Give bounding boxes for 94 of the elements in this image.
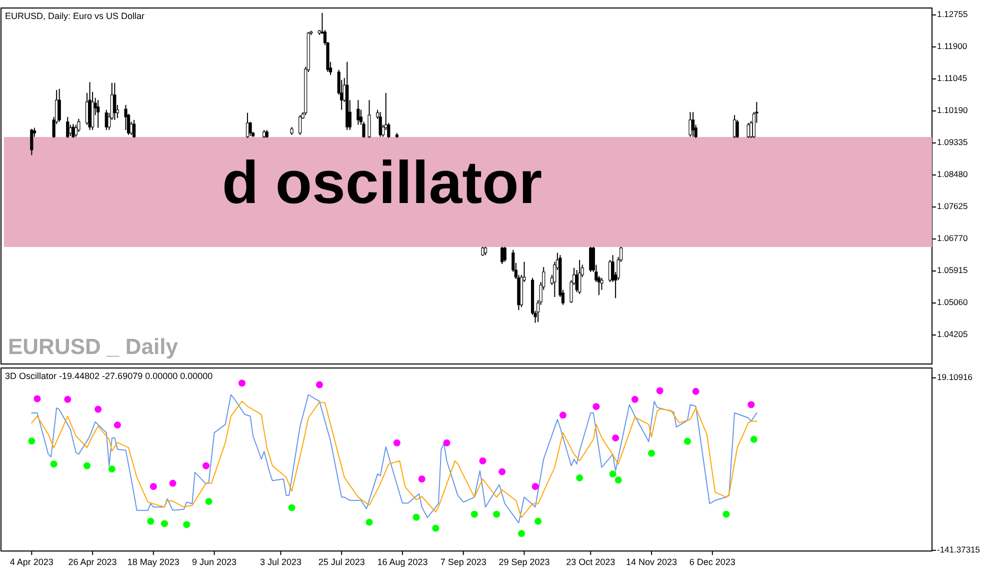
point <box>114 422 121 429</box>
x-tick-label: 7 Sep 2023 <box>440 557 486 567</box>
candlestick <box>356 100 360 126</box>
y-tick-label: 1.10190 <box>937 105 968 116</box>
y-tick-label: 1.07625 <box>937 201 968 212</box>
y-tick-label: 1.05060 <box>937 297 968 308</box>
candlestick <box>368 100 371 138</box>
point <box>238 380 246 387</box>
x-tick-label: 4 Apr 2023 <box>10 557 54 567</box>
point <box>479 457 486 464</box>
x-tick-label: 14 Nov 2023 <box>626 557 678 567</box>
point <box>443 439 450 446</box>
chart-title: 3D Oscillator -19.44802 -27.69079 0.00000 0.00000 <box>5 371 213 381</box>
y-tick-label: -141.37315 <box>937 544 980 555</box>
point <box>576 474 584 482</box>
candlestick <box>58 88 61 122</box>
x-tick-label: 26 Apr 2023 <box>68 557 117 567</box>
y-tick-label: 1.09335 <box>937 137 968 148</box>
x-tick-label: 29 Sep 2023 <box>498 557 550 567</box>
candlestick <box>688 112 692 138</box>
point <box>108 466 116 473</box>
point <box>748 401 755 408</box>
point <box>592 403 600 410</box>
candlestick <box>378 112 382 138</box>
candlestick <box>124 104 128 131</box>
point <box>160 520 168 528</box>
point <box>202 462 210 470</box>
point <box>493 510 500 518</box>
candlestick <box>578 259 582 294</box>
point <box>614 476 622 484</box>
point <box>534 518 542 525</box>
chart-title: EURUSD, Daily: Euro vs US Dollar <box>5 11 145 21</box>
x-tick-label: 23 Oct 2023 <box>566 557 616 567</box>
candlestick <box>503 246 506 262</box>
y-tick-label: 19.10916 <box>937 372 973 382</box>
point <box>722 510 730 518</box>
point <box>498 468 506 476</box>
x-tick-label: 16 Aug 2023 <box>377 557 428 567</box>
y-tick-label: 1.11900 <box>937 41 968 52</box>
annotation: d oscillator <box>222 149 542 216</box>
candlestick <box>500 246 504 265</box>
point <box>418 476 426 483</box>
y-tick-label: 1.12755 <box>937 9 968 20</box>
point <box>366 518 373 526</box>
x-tick-label: 9 Jun 2023 <box>192 557 237 567</box>
point <box>559 412 566 419</box>
point <box>169 480 176 487</box>
point <box>393 439 400 446</box>
point <box>205 498 212 505</box>
x-tick-label: 25 Jul 2023 <box>318 557 365 567</box>
annotation: EURUSD _ Daily <box>8 334 179 359</box>
point <box>612 434 620 442</box>
y-tick-label: 1.04205 <box>937 329 968 340</box>
point <box>84 462 91 470</box>
candlestick <box>132 119 136 138</box>
point <box>147 518 154 525</box>
point <box>518 530 525 537</box>
candlestick <box>248 121 252 137</box>
point <box>64 396 72 403</box>
point <box>94 406 102 413</box>
point <box>150 483 157 490</box>
point <box>532 483 539 490</box>
candlestick <box>298 114 302 136</box>
point <box>288 504 296 512</box>
point <box>684 438 691 445</box>
y-tick-label: 1.05915 <box>937 265 968 276</box>
point <box>470 510 478 518</box>
point <box>412 514 420 521</box>
y-tick-label: 1.11045 <box>937 73 968 84</box>
point <box>34 395 41 402</box>
candlestick <box>113 82 116 120</box>
point <box>183 521 190 528</box>
y-tick-label: 1.08480 <box>937 169 968 180</box>
x-tick-label: 18 May 2023 <box>127 557 180 567</box>
point <box>631 396 638 403</box>
point <box>50 460 58 468</box>
candlestick <box>691 112 695 138</box>
point <box>750 436 758 443</box>
point <box>28 437 36 444</box>
x-tick-label: 6 Dec 2023 <box>689 557 736 567</box>
point <box>609 470 616 478</box>
candlestick <box>96 100 100 128</box>
point <box>432 524 440 532</box>
candlestick <box>589 246 592 272</box>
candlestick <box>66 116 70 138</box>
x-tick-label: 3 Jul 2023 <box>260 557 302 567</box>
point <box>656 387 664 394</box>
point <box>692 388 700 395</box>
point <box>648 450 656 457</box>
candlestick <box>736 119 739 138</box>
candlestick <box>30 128 34 156</box>
y-tick-label: 1.06770 <box>937 233 968 244</box>
candlestick <box>72 124 75 138</box>
point <box>316 381 323 388</box>
